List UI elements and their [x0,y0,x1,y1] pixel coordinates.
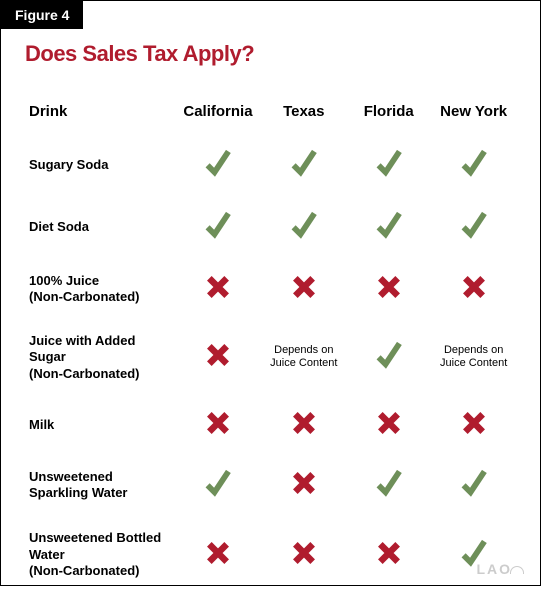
state-cell [431,259,516,320]
check-icon [460,210,488,244]
state-cell [174,516,261,593]
check-icon [375,210,403,244]
check-icon [460,148,488,182]
x-icon [376,274,402,304]
drink-cell: Juice with Added Sugar(Non-Carbonated) [25,319,174,396]
figure-container: Figure 4 Does Sales Tax Apply? Drink Cal… [0,0,541,586]
state-cell [346,134,431,196]
table-row: Milk [25,396,516,454]
check-icon [375,148,403,182]
state-cell [174,134,261,196]
depends-text: Depends onJuice Content [440,344,507,370]
figure-title: Does Sales Tax Apply? [25,41,516,67]
state-cell [431,454,516,516]
check-icon [204,148,232,182]
state-cell [261,454,346,516]
footer-logo-arc [510,566,524,574]
check-icon [204,210,232,244]
table-body: Sugary SodaDiet Soda100% Juice(Non-Carbo… [25,134,516,593]
content-area: Does Sales Tax Apply? Drink California T… [1,29,540,593]
table-row: Sugary Soda [25,134,516,196]
check-icon [290,148,318,182]
x-icon [205,342,231,372]
state-cell [346,259,431,320]
check-icon [290,210,318,244]
footer-logo-text: LAO [476,561,512,577]
header-state-1: Texas [261,95,346,134]
drink-cell: Diet Soda [25,196,174,258]
depends-text: Depends onJuice Content [270,344,337,370]
check-icon [375,468,403,502]
x-icon [205,410,231,440]
drink-cell: UnsweetenedSparkling Water [25,454,174,516]
state-cell [261,516,346,593]
x-icon [291,274,317,304]
state-cell [174,259,261,320]
state-cell [174,319,261,396]
state-cell [174,196,261,258]
x-icon [461,274,487,304]
footer-logo: LAO [476,561,524,577]
table-row: Juice with Added Sugar(Non-Carbonated) De… [25,319,516,396]
drink-cell: 100% Juice(Non-Carbonated) [25,259,174,320]
table-row: Diet Soda [25,196,516,258]
state-cell [346,196,431,258]
check-icon [460,468,488,502]
drink-cell: Unsweetened Bottled Water(Non-Carbonated… [25,516,174,593]
x-icon [291,410,317,440]
state-cell [431,516,516,593]
x-icon [376,410,402,440]
check-icon [204,468,232,502]
state-cell: Depends onJuice Content [431,319,516,396]
table-row: Unsweetened Bottled Water(Non-Carbonated… [25,516,516,593]
state-cell [346,516,431,593]
state-cell [431,134,516,196]
header-state-0: California [174,95,261,134]
state-cell [346,319,431,396]
state-cell [431,196,516,258]
state-cell [431,396,516,454]
x-icon [205,540,231,570]
header-drink: Drink [25,95,174,134]
state-cell [174,396,261,454]
x-icon [291,540,317,570]
drink-cell: Sugary Soda [25,134,174,196]
state-cell: Depends onJuice Content [261,319,346,396]
state-cell [261,196,346,258]
state-cell [261,259,346,320]
state-cell [346,454,431,516]
state-cell [261,134,346,196]
state-cell [261,396,346,454]
tax-table: Drink California Texas Florida New York … [25,95,516,593]
drink-cell: Milk [25,396,174,454]
x-icon [205,274,231,304]
header-state-3: New York [431,95,516,134]
table-header: Drink California Texas Florida New York [25,95,516,134]
state-cell [174,454,261,516]
check-icon [375,340,403,374]
figure-label: Figure 4 [1,1,83,29]
header-state-2: Florida [346,95,431,134]
table-row: 100% Juice(Non-Carbonated) [25,259,516,320]
x-icon [461,410,487,440]
x-icon [291,470,317,500]
state-cell [346,396,431,454]
x-icon [376,540,402,570]
table-row: UnsweetenedSparkling Water [25,454,516,516]
